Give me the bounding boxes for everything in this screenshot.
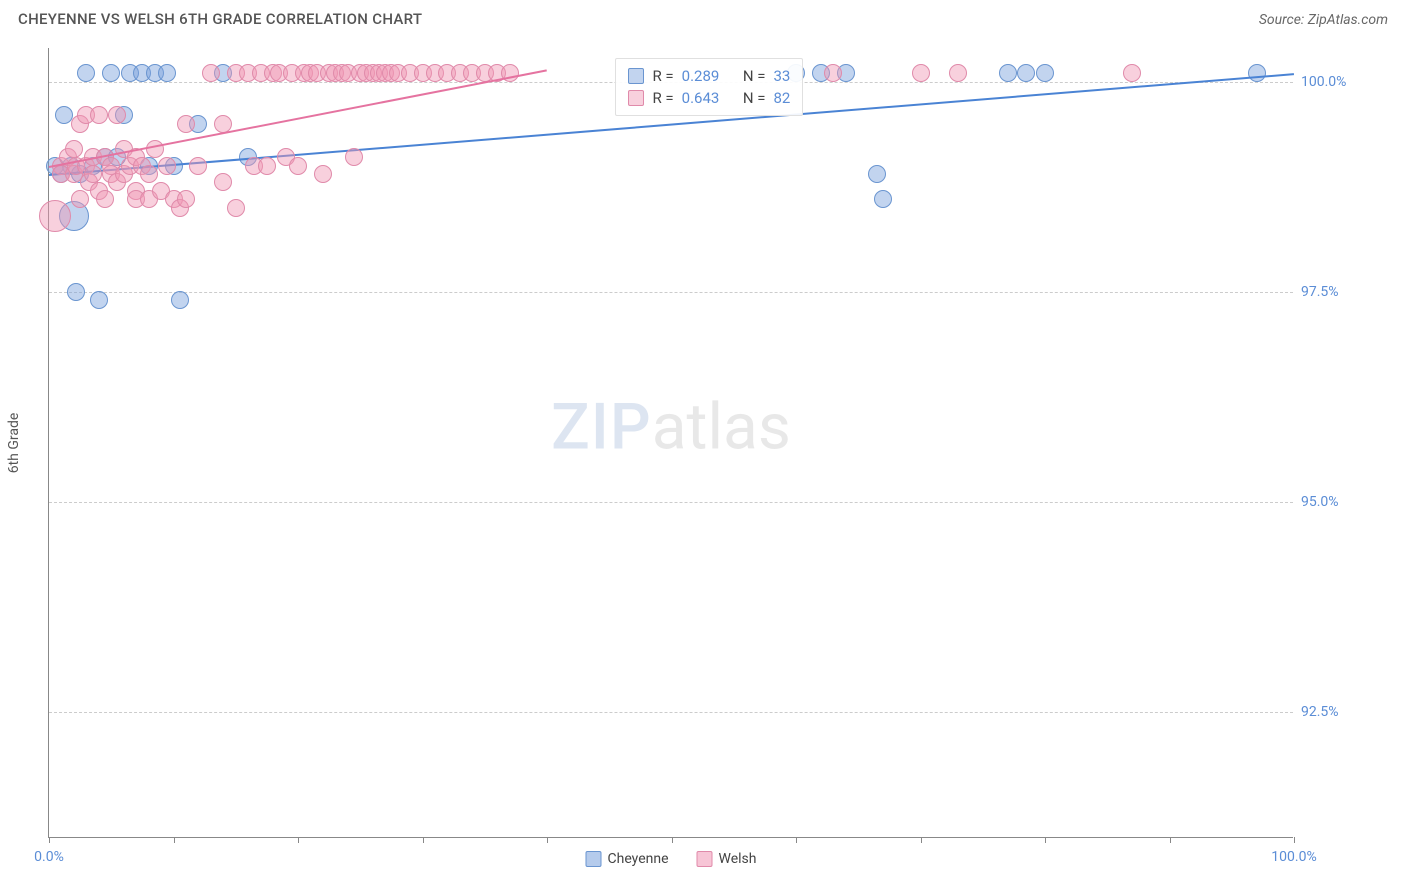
x-tick	[796, 837, 797, 843]
scatter-point	[108, 106, 126, 124]
scatter-point	[345, 148, 363, 166]
scatter-point	[71, 190, 89, 208]
scatter-point	[824, 64, 842, 82]
x-tick	[298, 837, 299, 843]
scatter-point	[84, 165, 102, 183]
scatter-point	[999, 64, 1017, 82]
scatter-point	[146, 140, 164, 158]
scatter-point	[65, 140, 83, 158]
scatter-point	[171, 291, 189, 309]
series-swatch	[628, 90, 644, 106]
scatter-point	[177, 115, 195, 133]
scatter-point	[1123, 64, 1141, 82]
x-tick	[1045, 837, 1046, 843]
x-tick	[1170, 837, 1171, 843]
y-tick-label: 92.5%	[1301, 704, 1381, 720]
legend-label: Welsh	[719, 851, 757, 867]
scatter-point	[912, 64, 930, 82]
plot-container: 6th Grade ZIPatlas 92.5%95.0%97.5%100.0%…	[48, 48, 1388, 838]
scatter-point	[202, 64, 220, 82]
chart-header: CHEYENNE VS WELSH 6TH GRADE CORRELATION …	[0, 0, 1406, 36]
scatter-point	[314, 165, 332, 183]
stats-box: R = 0.289 N = 33 R = 0.643 N = 82	[615, 58, 803, 116]
scatter-point	[102, 64, 120, 82]
scatter-point	[158, 157, 176, 175]
scatter-point	[67, 283, 85, 301]
scatter-point	[949, 64, 967, 82]
y-tick-label: 95.0%	[1301, 494, 1381, 510]
y-tick-label: 97.5%	[1301, 284, 1381, 300]
x-tick	[1294, 837, 1295, 843]
scatter-point	[227, 199, 245, 217]
scatter-point	[1017, 64, 1035, 82]
n-value: 33	[773, 67, 790, 85]
x-tick-label: 0.0%	[34, 849, 64, 865]
n-label: N =	[743, 89, 766, 107]
gridline-h	[49, 292, 1293, 293]
scatter-point	[289, 157, 307, 175]
r-label: R =	[652, 89, 673, 107]
r-value: 0.289	[682, 67, 720, 85]
r-value: 0.643	[682, 89, 720, 107]
y-axis-title: 6th Grade	[6, 413, 22, 474]
scatter-point	[214, 173, 232, 191]
scatter-point	[177, 190, 195, 208]
legend-swatch	[586, 851, 602, 867]
series-swatch	[628, 68, 644, 84]
scatter-point	[39, 200, 71, 232]
scatter-point	[140, 165, 158, 183]
scatter-point	[1036, 64, 1054, 82]
gridline-h	[49, 712, 1293, 713]
legend-swatch	[697, 851, 713, 867]
x-tick	[423, 837, 424, 843]
scatter-point	[1248, 64, 1266, 82]
y-tick-label: 100.0%	[1301, 74, 1381, 90]
n-value: 82	[773, 89, 790, 107]
legend-item: Cheyenne	[586, 851, 669, 867]
x-tick-label: 100.0%	[1271, 849, 1316, 865]
scatter-point	[90, 291, 108, 309]
x-tick	[547, 837, 548, 843]
stats-row: R = 0.289 N = 33	[628, 65, 790, 87]
chart-title: CHEYENNE VS WELSH 6TH GRADE CORRELATION …	[18, 10, 422, 28]
scatter-point	[874, 190, 892, 208]
watermark-zip: ZIP	[551, 389, 652, 464]
x-tick	[921, 837, 922, 843]
watermark-atlas: atlas	[652, 389, 791, 464]
scatter-point	[868, 165, 886, 183]
source-attribution: Source: ZipAtlas.com	[1259, 12, 1388, 28]
r-label: R =	[652, 67, 673, 85]
x-tick	[672, 837, 673, 843]
source-prefix: Source:	[1259, 12, 1308, 28]
scatter-point	[189, 157, 207, 175]
n-label: N =	[743, 67, 766, 85]
scatter-point	[258, 157, 276, 175]
scatter-point	[96, 190, 114, 208]
stats-row: R = 0.643 N = 82	[628, 87, 790, 109]
scatter-point	[77, 64, 95, 82]
legend-item: Welsh	[697, 851, 757, 867]
plot-area: ZIPatlas 92.5%95.0%97.5%100.0%0.0%100.0%…	[48, 48, 1293, 838]
scatter-point	[158, 64, 176, 82]
scatter-point	[90, 106, 108, 124]
gridline-h	[49, 502, 1293, 503]
x-tick	[174, 837, 175, 843]
watermark: ZIPatlas	[551, 389, 791, 464]
legend: Cheyenne Welsh	[586, 851, 757, 867]
source-name: ZipAtlas.com	[1308, 12, 1388, 28]
legend-label: Cheyenne	[608, 851, 669, 867]
x-tick	[49, 837, 50, 843]
